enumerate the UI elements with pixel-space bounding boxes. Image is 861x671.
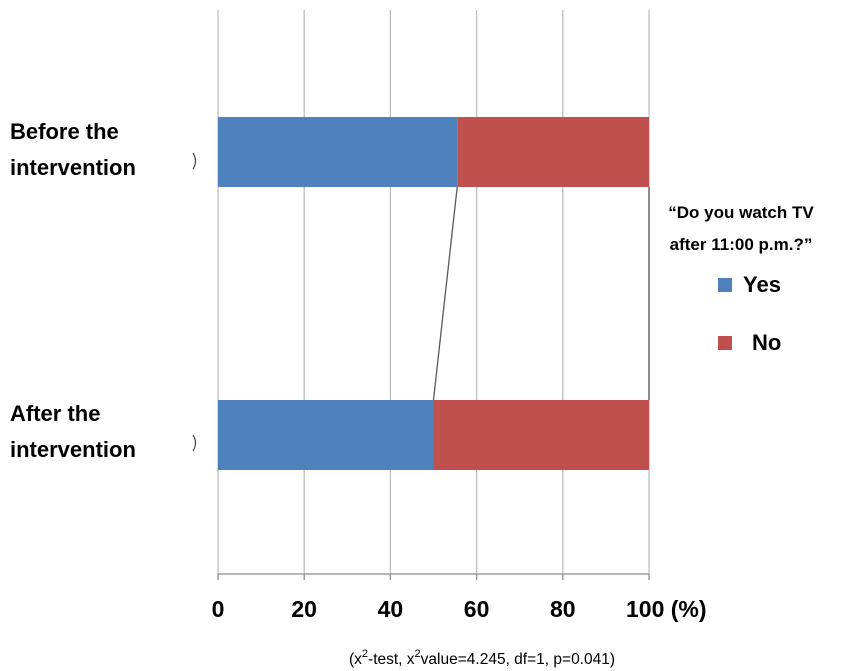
footnote-test-name: -test, x xyxy=(368,651,415,668)
legend: “Do you watch TV after 11:00 p.m.?” Yes … xyxy=(668,203,814,355)
x-tick-label-80: 80 xyxy=(550,596,576,622)
bar-yes-before xyxy=(218,117,458,187)
gridlines xyxy=(217,10,650,574)
legend-label-yes: Yes xyxy=(743,272,781,297)
series-connector-lines xyxy=(432,186,650,401)
category-label-after-line-1: After the xyxy=(10,401,100,426)
category-bracket-mark xyxy=(192,152,197,170)
footnote-open: (x xyxy=(349,651,362,668)
x-tick-label-60: 60 xyxy=(464,596,490,622)
x-tick-label-0: 0 xyxy=(212,596,225,622)
category-label-before-line-2: intervention xyxy=(10,155,136,180)
x-tick-label-40: 40 xyxy=(378,596,404,622)
footnote-values: value=4.245, df=1, p=0.041) xyxy=(421,651,615,668)
category-bracket-mark xyxy=(192,434,197,452)
bar-no-before xyxy=(457,117,649,187)
footnote-superscript-1: 2 xyxy=(362,648,368,660)
legend-swatch-no xyxy=(718,336,732,350)
category-label-after-line-2: intervention xyxy=(10,437,136,462)
bar-yes-after xyxy=(218,400,434,470)
category-label-before-line-1: Before the xyxy=(10,119,119,144)
category-labels: Before the intervention After the intervent… xyxy=(10,119,197,462)
bar-no-after xyxy=(433,400,649,470)
x-tick-label-100: 100 (%) xyxy=(626,596,707,622)
x-tick-label-20: 20 xyxy=(291,596,317,622)
connector-line-yes xyxy=(432,186,458,401)
legend-title-line-1: “Do you watch TV xyxy=(668,203,814,222)
legend-swatch-yes xyxy=(718,278,732,292)
legend-title-line-2: after 11:00 p.m.?” xyxy=(670,235,813,254)
bars xyxy=(218,117,649,470)
legend-label-no: No xyxy=(752,330,781,355)
statistics-footnote: (x2-test, x2value=4.245, df=1, p=0.041) xyxy=(349,648,615,668)
x-axis: 0 20 40 60 80 100 (%) xyxy=(212,573,707,622)
footnote-superscript-2: 2 xyxy=(415,648,421,660)
